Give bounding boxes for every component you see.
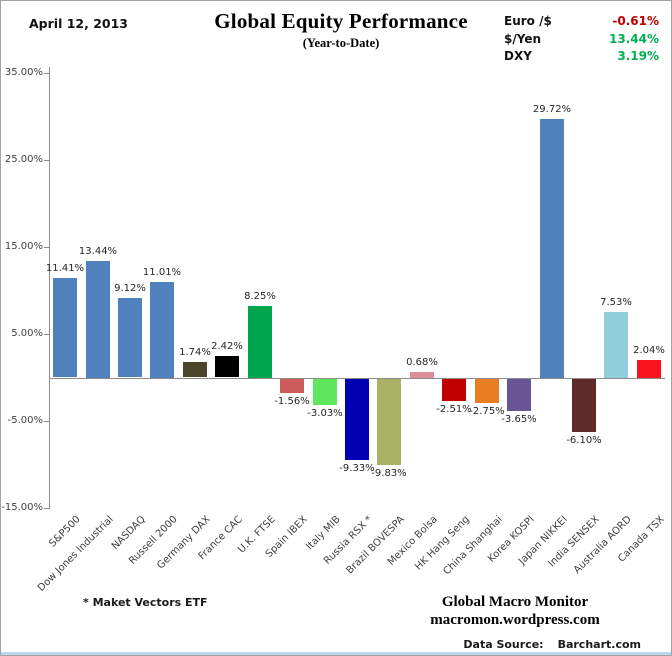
bar-australia-aord [604, 312, 628, 378]
bar-russia-rsx [345, 379, 369, 460]
y-tick-label: 15.00% [4, 241, 43, 252]
bar-value-label: -9.33% [339, 463, 375, 474]
bar-value-label: 13.44% [78, 246, 118, 257]
fx-quote-row: $/Yen 13.44% [504, 31, 659, 49]
bar-japan-nikkei [540, 119, 564, 378]
fx-quote-row: Euro /$ -0.61% [504, 13, 659, 31]
data-source-value: Barchart.com [557, 638, 641, 651]
zero-gridline [49, 378, 665, 379]
bar-value-label: -9.83% [371, 468, 407, 479]
bar-hk-hang-seng [442, 379, 466, 401]
data-source-line: Data Source: Barchart.com [463, 638, 641, 651]
bar-nasdaq [118, 298, 142, 377]
bar-value-label: 2.42% [211, 341, 243, 352]
brand-name: Global Macro Monitor [441, 594, 589, 610]
bar-korea-kospi [507, 379, 531, 411]
chart-subtitle: (Year-to-Date) [302, 36, 380, 50]
bar-italy-mib [313, 379, 337, 405]
y-axis-tick [44, 421, 49, 422]
bottom-edge-strip [1, 652, 671, 655]
bar-value-label: 9.12% [114, 283, 146, 294]
y-tick-label: -5.00% [7, 415, 43, 426]
bar-value-label: 2.04% [633, 345, 665, 356]
bar-value-label: -2.51% [436, 404, 472, 415]
fx-quotes-panel: Euro /$ -0.61% $/Yen 13.44% DXY 3.19% [504, 13, 659, 66]
bar-value-label: 29.72% [532, 104, 572, 115]
bar-value-label: 11.41% [45, 263, 85, 274]
y-axis-tick [44, 508, 49, 509]
brand-url: macromon.wordpress.com [430, 612, 600, 628]
bar-india-sensex [572, 379, 596, 432]
bar-russell-2000 [150, 282, 174, 378]
chart-title: Global Equity Performance [214, 9, 468, 33]
bar-spain-ibex [280, 379, 304, 393]
bar-canada-tsx [637, 360, 661, 378]
fx-quote-label: DXY [504, 49, 532, 63]
bar-value-label: -2.75% [469, 406, 505, 417]
bar-value-label: 7.53% [600, 297, 632, 308]
bar-value-label: -3.03% [307, 408, 343, 419]
bar-france-cac [215, 356, 239, 377]
fx-quote-label: Euro /$ [504, 14, 552, 28]
bar-value-label: 0.68% [406, 357, 438, 368]
bar-mexico-bolsa [410, 372, 434, 378]
fx-quote-value: 3.19% [617, 49, 659, 63]
y-axis-tick [44, 247, 49, 248]
title-block: Global Equity Performance (Year-to-Date) [131, 9, 551, 51]
bar-china-shanghai [475, 379, 499, 403]
report-date: April 12, 2013 [29, 16, 128, 31]
y-axis-tick [44, 334, 49, 335]
y-tick-label: -15.00% [1, 502, 43, 513]
bar-value-label: -3.65% [501, 414, 537, 425]
y-tick-label: 5.00% [11, 328, 43, 339]
bar-brazil-bovespa [377, 379, 401, 465]
data-source-label: Data Source: [463, 638, 544, 651]
fx-quote-row: DXY 3.19% [504, 48, 659, 66]
brand-block: Global Macro Monitor macromon.wordpress.… [375, 593, 655, 629]
bar-value-label: 11.01% [142, 267, 182, 278]
fx-quote-value: -0.61% [612, 14, 659, 28]
y-tick-label: 35.00% [4, 67, 43, 78]
bar-value-label: -6.10% [566, 435, 602, 446]
bar-dow-jones-industrial [86, 261, 110, 378]
bar-value-label: 8.25% [244, 291, 276, 302]
y-axis-tick [44, 73, 49, 74]
bar-value-label: -1.56% [274, 396, 310, 407]
y-tick-label: 25.00% [4, 154, 43, 165]
y-axis-line [49, 67, 50, 509]
bar-s-p500 [53, 278, 77, 377]
bar-u-k-ftse [248, 306, 272, 378]
bar-germany-dax [183, 362, 207, 377]
y-axis-tick [44, 160, 49, 161]
fx-quote-value: 13.44% [609, 31, 659, 46]
fx-quote-label: $/Yen [504, 31, 542, 46]
etf-footnote: * Maket Vectors ETF [83, 596, 208, 609]
bar-value-label: 1.74% [179, 347, 211, 358]
